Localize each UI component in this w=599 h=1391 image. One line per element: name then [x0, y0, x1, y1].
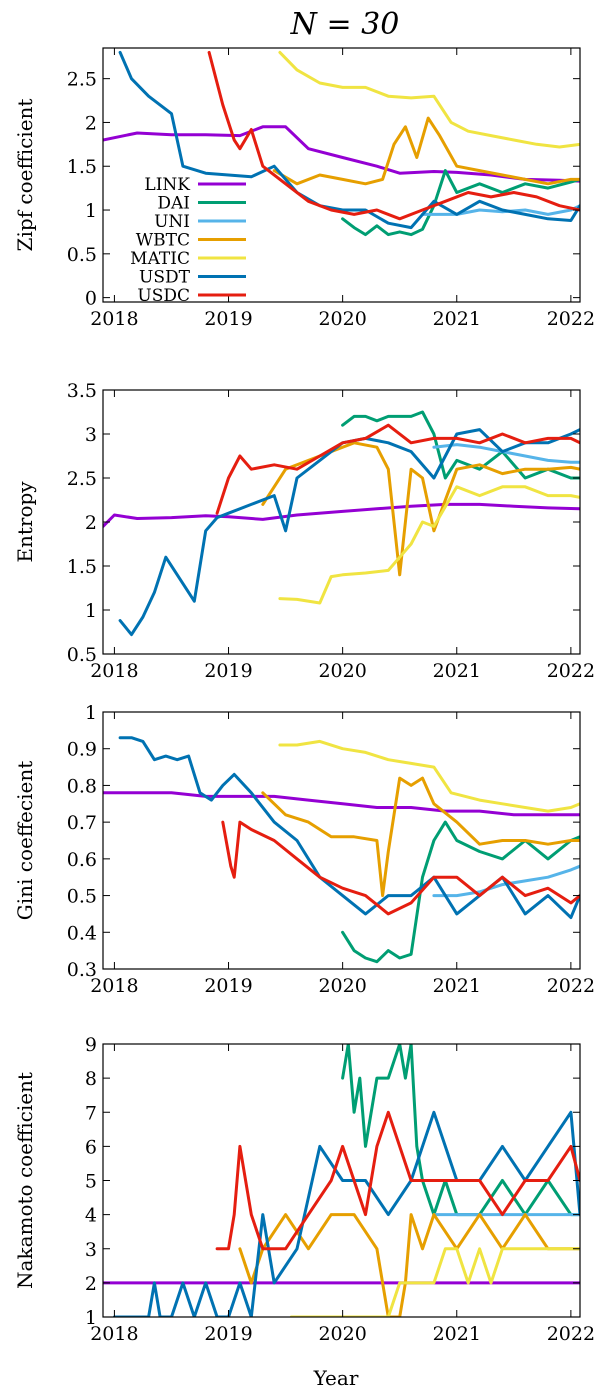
- y-tick-label: 0.7: [67, 812, 97, 834]
- y-tick-label: 0.9: [67, 739, 97, 761]
- series-line-matic: [278, 50, 580, 149]
- x-tick-label: 2019: [204, 975, 252, 997]
- y-tick-label: 1: [85, 702, 97, 724]
- series-line-uni: [421, 204, 580, 216]
- panel-gini: 2018 2019 2020 2021 2022 0.3 0.4 0.5 0.6 0.7 0.8 0.…: [13, 702, 595, 997]
- series-line-usdc: [221, 820, 580, 916]
- legend-label-dai: DAI: [157, 194, 190, 214]
- series-group: [103, 736, 580, 964]
- series-line-usdc: [207, 50, 580, 221]
- series-line-link: [103, 502, 580, 528]
- x-tick-label: 2021: [433, 660, 481, 682]
- series-line-usdt: [118, 50, 580, 230]
- x-tick-label: 2022: [547, 975, 595, 997]
- series-line-dai: [341, 410, 580, 480]
- y-axis-label: Entropy: [13, 481, 37, 563]
- x-axis-label: Year: [313, 1366, 359, 1390]
- y-tick-label: 7: [85, 1102, 97, 1124]
- series-line-uni: [432, 864, 580, 898]
- legend-label-wbtc: WBTC: [136, 231, 190, 251]
- series-group: [103, 410, 580, 637]
- plot-frame: [102, 389, 581, 655]
- y-tick-label: 6: [85, 1136, 97, 1158]
- y-tick-label: 2: [85, 112, 97, 134]
- x-tick-label: 2020: [318, 308, 366, 330]
- series-line-wbtc: [238, 1213, 580, 1317]
- y-tick-label: 8: [85, 1068, 97, 1090]
- y-tick-label: 2.5: [67, 69, 97, 91]
- y-axis-label: Gini coeffecient: [13, 761, 37, 920]
- x-tick-label: 2021: [433, 1323, 481, 1345]
- figure-title: N = 30: [290, 7, 400, 42]
- legend-label-uni: UNI: [154, 212, 190, 232]
- y-tick-label: 5: [85, 1171, 97, 1193]
- y-tick-label: 0.6: [67, 849, 97, 871]
- series-line-matic: [278, 485, 580, 605]
- y-tick-label: 1: [85, 600, 97, 622]
- x-tick-label: 2022: [547, 660, 595, 682]
- panel-entropy: 2018 2019 2020 2021 2022 0.5 1 1.5 2 2.5 3 3.5 Entro…: [13, 380, 595, 682]
- y-tick-label: 1: [85, 200, 97, 222]
- plot-frame: [102, 47, 581, 303]
- x-tick-label: 2019: [204, 660, 252, 682]
- y-tick-label: 1.5: [67, 556, 97, 578]
- legend-label-usdt: USDT: [139, 268, 191, 288]
- x-tick-label: 2022: [547, 1323, 595, 1345]
- y-tick-label: 0.8: [67, 775, 97, 797]
- series-line-dai: [341, 820, 580, 964]
- series-line-link: [103, 791, 580, 817]
- series-group: [103, 1044, 580, 1317]
- x-tick-label: 2019: [204, 1323, 252, 1345]
- y-tick-label: 0: [85, 288, 97, 310]
- series-line-link: [103, 125, 580, 183]
- y-tick-label: 1.5: [67, 156, 97, 178]
- series-line-matic: [278, 739, 580, 813]
- y-tick-label: 0.4: [67, 922, 97, 944]
- legend-label-usdc: USDC: [137, 286, 190, 306]
- y-axis-label: Zipf coefficient: [13, 99, 37, 252]
- series-group: [103, 50, 580, 237]
- x-tick-label: 2018: [90, 308, 138, 330]
- x-tick-label: 2020: [318, 660, 366, 682]
- y-tick-label: 1: [85, 1307, 97, 1329]
- y-tick-label: 3: [85, 1239, 97, 1261]
- x-tick-label: 2021: [433, 308, 481, 330]
- y-tick-label: 9: [85, 1034, 97, 1056]
- x-tick-label: 2018: [90, 660, 138, 682]
- series-line-usdt: [112, 1110, 580, 1317]
- y-tick-label: 0.5: [67, 886, 97, 908]
- y-tick-label: 0.5: [67, 644, 97, 666]
- y-axis-label: Nakamoto coefficient: [13, 1072, 37, 1289]
- x-tick-label: 2021: [433, 975, 481, 997]
- panel-nakamoto: 2018 2019 2020 2021 2022 1 2 3 4 5 6 7 8 9 Nakamoto co…: [13, 1034, 595, 1345]
- series-line-uni: [432, 443, 580, 464]
- x-tick-label: 2022: [547, 308, 595, 330]
- y-tick-label: 3.5: [67, 380, 97, 402]
- y-tick-label: 2: [85, 512, 97, 534]
- legend-label-matic: MATIC: [130, 249, 190, 269]
- legend-label-link: LINK: [144, 175, 190, 195]
- series-line-usdt: [118, 428, 580, 637]
- series-line-matic: [289, 1247, 580, 1317]
- x-tick-label: 2018: [90, 975, 138, 997]
- x-tick-label: 2020: [318, 1323, 366, 1345]
- series-line-wbtc: [272, 116, 580, 186]
- series-line-dai: [341, 1044, 580, 1217]
- x-tick-label: 2019: [204, 308, 252, 330]
- series-line-usdc: [215, 1110, 580, 1251]
- y-tick-label: 3: [85, 424, 97, 446]
- y-tick-label: 0.3: [67, 959, 97, 981]
- x-tick-label: 2018: [90, 1323, 138, 1345]
- y-tick-label: 2: [85, 1273, 97, 1295]
- y-tick-label: 2.5: [67, 468, 97, 490]
- panel-zipf: 2018 2019 2020 2021 2022 0 0.5 1 1.5 2 2.5 Zipf coe…: [13, 47, 595, 330]
- y-tick-label: 4: [85, 1205, 97, 1227]
- series-line-usdc: [215, 423, 580, 515]
- y-tick-label: 0.5: [67, 244, 97, 266]
- plot-frame: [102, 711, 581, 970]
- series-line-wbtc: [261, 776, 580, 898]
- x-tick-label: 2020: [318, 975, 366, 997]
